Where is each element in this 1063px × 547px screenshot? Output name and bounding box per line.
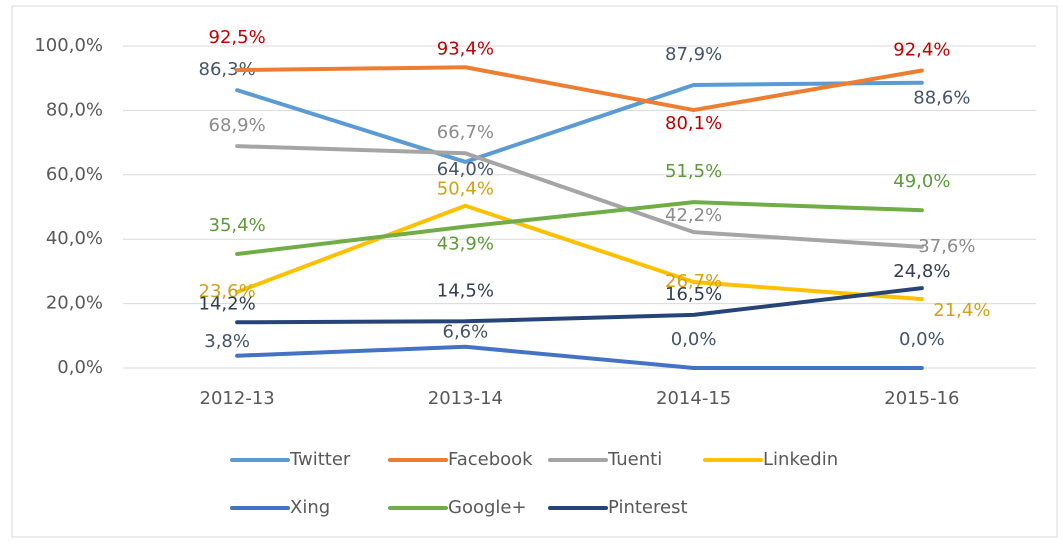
data-label: 21,4%: [933, 300, 990, 321]
legend-label: Linkedin: [763, 449, 838, 470]
data-label: 14,2%: [199, 293, 256, 314]
data-label: 26,7%: [665, 271, 722, 292]
data-label: 80,1%: [665, 113, 722, 134]
series-line: [235, 80, 924, 164]
chart-border: [11, 5, 1058, 538]
data-label: 88,6%: [913, 88, 970, 109]
data-label: 66,7%: [437, 122, 494, 143]
series-line: [235, 144, 924, 249]
x-tick-label: 2015-16: [884, 388, 959, 409]
x-tick-label: 2013-14: [428, 388, 503, 409]
series-line: [235, 203, 924, 302]
data-label: 43,9%: [437, 234, 494, 255]
data-label: 49,0%: [893, 171, 950, 192]
x-tick-label: 2012-13: [200, 388, 275, 409]
legend-label: Tuenti: [607, 449, 662, 470]
legend-label: Facebook: [448, 449, 533, 470]
y-tick-label: 0,0%: [57, 357, 103, 378]
series-line: [235, 344, 924, 370]
data-label: 93,4%: [437, 38, 494, 59]
data-label: 35,4%: [209, 215, 266, 236]
data-label: 16,5%: [665, 284, 722, 305]
data-label: 87,9%: [665, 44, 722, 65]
data-label: 6,6%: [443, 322, 489, 343]
data-label: 0,0%: [671, 329, 717, 350]
data-label: 86,3%: [199, 59, 256, 80]
data-label: 68,9%: [209, 115, 266, 136]
y-tick-label: 60,0%: [46, 164, 103, 185]
data-label: 51,5%: [665, 161, 722, 182]
data-label: 92,4%: [893, 39, 950, 60]
data-label: 92,5%: [209, 27, 266, 48]
data-label: 64,0%: [437, 159, 494, 180]
data-label: 37,6%: [918, 236, 975, 257]
data-label: 14,5%: [437, 280, 494, 301]
data-label: 42,2%: [665, 205, 722, 226]
y-tick-label: 80,0%: [46, 99, 103, 120]
data-label: 50,4%: [437, 179, 494, 200]
data-label: 23,6%: [199, 281, 256, 302]
legend-label: Xing: [290, 497, 330, 518]
x-tick-label: 2014-15: [656, 388, 731, 409]
y-tick-label: 40,0%: [46, 228, 103, 249]
data-label: 0,0%: [899, 329, 945, 350]
y-tick-label: 100,0%: [34, 35, 103, 56]
y-tick-label: 20,0%: [46, 293, 103, 314]
data-label: 24,8%: [893, 261, 950, 282]
series-line: [235, 200, 924, 257]
series-line: [235, 286, 924, 325]
legend-label: Pinterest: [608, 497, 688, 518]
series-line: [235, 65, 924, 113]
legend-label: Google+: [448, 497, 527, 518]
data-label: 3,8%: [204, 331, 250, 352]
legend-label: Twitter: [289, 449, 351, 470]
